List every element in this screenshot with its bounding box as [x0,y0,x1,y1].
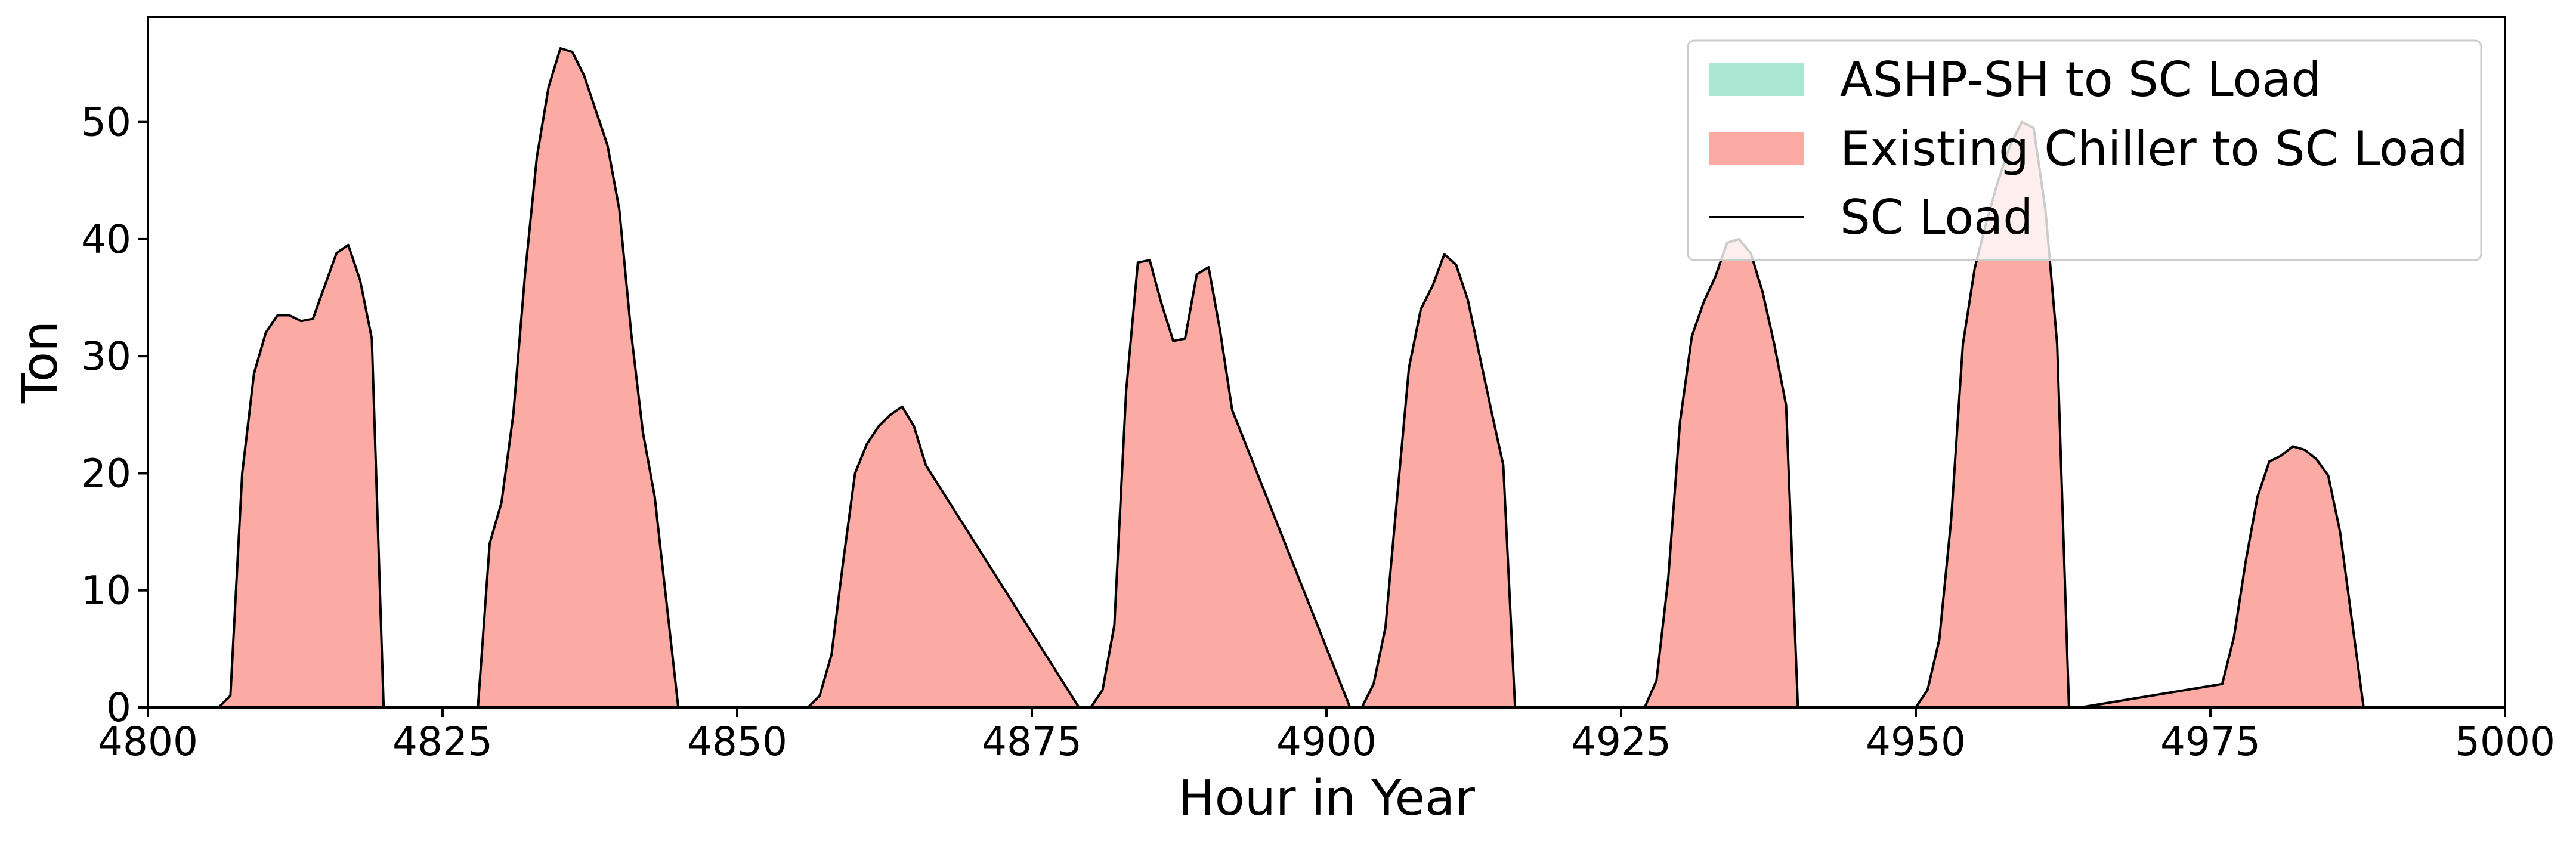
y-axis-title: Ton [12,321,69,404]
x-tick-label: 4800 [98,719,198,765]
area-existing-chiller [148,48,2505,707]
x-tick-label: 4875 [982,719,1082,765]
area-layer [148,48,2505,707]
legend-label-ashp-sh: ASHP-SH to SC Load [1840,52,2321,107]
legend-swatch-existing-chiller [1709,132,1804,165]
y-tick-label: 20 [81,450,131,496]
x-tick-label: 5000 [2455,719,2555,765]
legend: ASHP-SH to SC Load Existing Chiller to S… [1687,39,2482,261]
x-tick-label: 4850 [687,719,787,765]
x-tick-label: 4925 [1571,719,1671,765]
legend-swatch-ashp-sh [1709,63,1804,96]
y-tick-label: 0 [106,685,131,731]
y-tick-label: 10 [81,568,131,614]
legend-label-sc-load: SC Load [1840,190,2033,245]
x-tick-label: 4975 [2160,719,2260,765]
y-axis: 0 10 20 30 40 50 [81,100,148,731]
x-tick-label: 4825 [392,719,493,765]
legend-label-existing-chiller: Existing Chiller to SC Load [1840,121,2468,177]
x-axis-title: Hour in Year [1178,770,1475,827]
y-tick-label: 40 [81,217,131,262]
x-tick-label: 4950 [1866,719,1966,765]
y-tick-label: 30 [81,333,131,379]
legend-box [1687,39,2482,261]
y-tick-label: 50 [81,100,131,146]
x-tick-label: 4900 [1276,719,1377,765]
x-axis: 4800 4825 4850 4875 4900 4925 4950 4975 5000 [98,707,2555,765]
